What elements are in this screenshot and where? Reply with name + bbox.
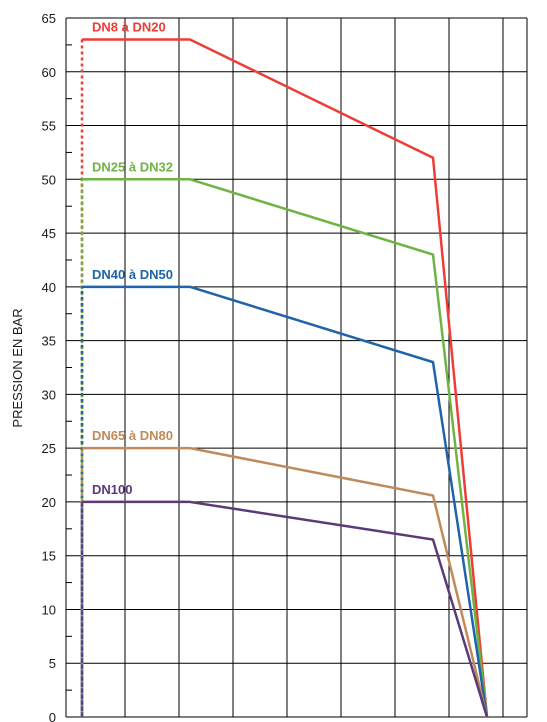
series-line [82, 285, 489, 718]
y-tick-label: 0 [49, 710, 56, 722]
series-label: DN65 à DN80 [92, 428, 173, 443]
y-tick-label: 60 [42, 65, 56, 80]
y-tick-label: 5 [49, 656, 56, 671]
y-tick-label: 30 [42, 387, 56, 402]
y-tick-label: 40 [42, 280, 56, 295]
series-lines [80, 38, 489, 718]
y-axis-label: PRESSION EN BAR [10, 308, 25, 427]
y-tick-label: 65 [42, 11, 56, 26]
y-tick-label: 15 [42, 549, 56, 564]
y-tick-label: 55 [42, 119, 56, 134]
series-label: DN25 à DN32 [92, 159, 173, 174]
y-ticks: 0 5 10 15 20 25 30 35 40 45 50 55 60 65 [42, 11, 56, 722]
series-labels: DN8 à DN20 DN25 à DN32 DN40 à DN50 DN65 à D… [92, 20, 173, 497]
y-tick-label: 20 [42, 495, 56, 510]
grid [65, 17, 528, 718]
y-tick-label: 25 [42, 441, 56, 456]
y-tick-label: 50 [42, 172, 56, 187]
y-tick-label: 45 [42, 226, 56, 241]
y-tick-label: 35 [42, 334, 56, 349]
series-label: DN100 [92, 482, 132, 497]
series-line [82, 500, 489, 718]
series-label: DN8 à DN20 [92, 20, 166, 35]
series-line [82, 38, 489, 718]
y-tick-label: 10 [42, 602, 56, 617]
series-label: DN40 à DN50 [92, 267, 173, 282]
series-line [82, 178, 489, 718]
series-line [82, 446, 489, 718]
